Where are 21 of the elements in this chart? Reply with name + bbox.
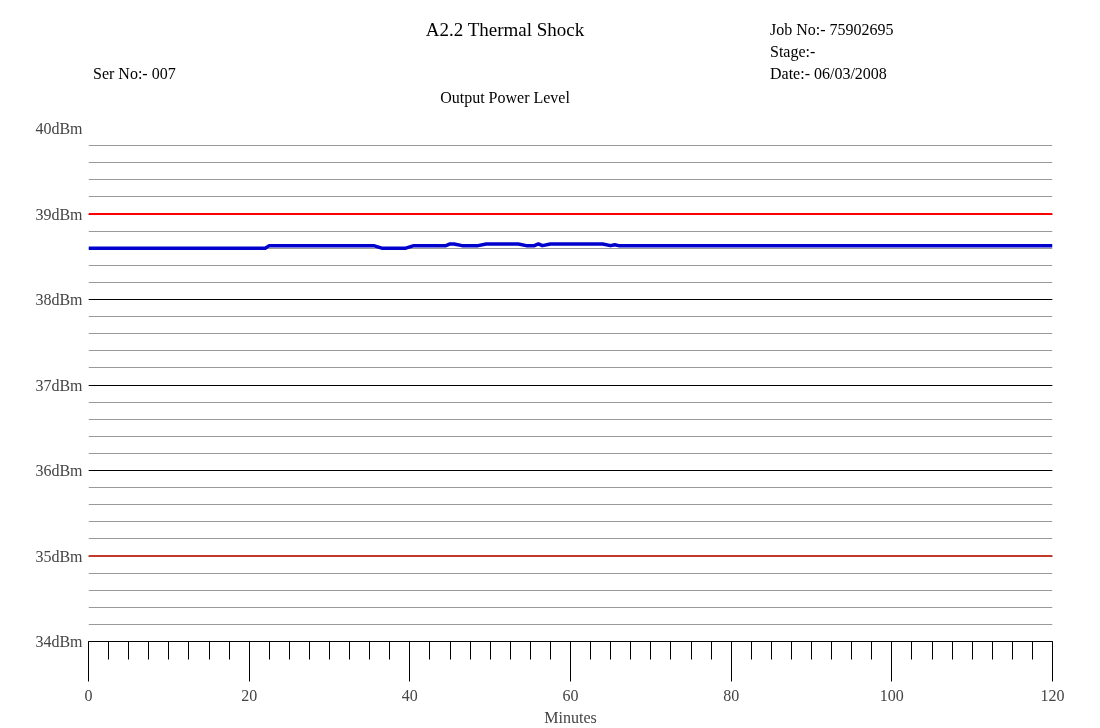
x-tick-label: 20 [241, 686, 258, 704]
text: Date:- 06/03/2008 [770, 64, 888, 84]
y-tick-label: 34dBm [35, 633, 84, 650]
y-tick-label: 38dBm [35, 291, 84, 308]
y-tick-label: 39dBm [35, 205, 84, 223]
text: Stage:- [770, 42, 817, 63]
y-tick-label: 36dBm [35, 462, 84, 479]
x-tick-label: 80 [723, 686, 740, 704]
chart-subtitle: Output Power Level [439, 88, 571, 109]
x-tick-label: 100 [879, 686, 904, 704]
y-tick-label: 40dBm [35, 120, 84, 137]
x-tick-label: 0 [84, 686, 93, 704]
text: Ser No:- 007 [93, 64, 176, 84]
x-axis-title: Minutes [544, 708, 597, 726]
x-tick-label: 40 [401, 686, 418, 704]
x-tick-label: 60 [562, 686, 579, 704]
y-tick-label: 35dBm [35, 547, 84, 565]
chart-title: A2.2 Thermal Shock [425, 19, 585, 40]
x-tick-label: 120 [1040, 686, 1065, 704]
y-tick-label: 37dBm [35, 376, 84, 394]
text: Job No:- 75902695 [770, 20, 894, 40]
